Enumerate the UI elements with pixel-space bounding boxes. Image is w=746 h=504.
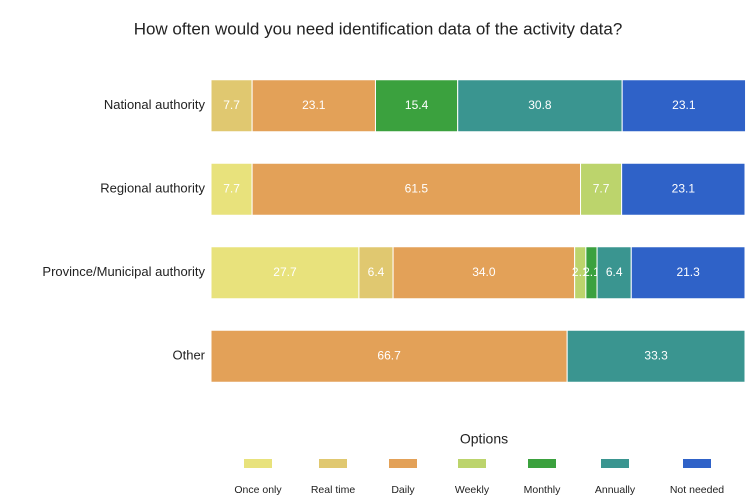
- chart-title: How often would you need identification …: [134, 19, 623, 38]
- legend-label: Not needed: [670, 484, 724, 496]
- data-label: 30.8: [528, 98, 552, 112]
- legend-label: Once only: [234, 484, 282, 496]
- legend-label: Annually: [595, 484, 636, 496]
- data-label: 6.4: [368, 265, 385, 279]
- data-label: 23.1: [672, 98, 696, 112]
- data-label: 27.7: [273, 265, 297, 279]
- data-label: 21.3: [676, 265, 700, 279]
- data-label: 66.7: [377, 348, 401, 362]
- data-label: 61.5: [405, 181, 429, 195]
- data-label: 7.7: [223, 181, 240, 195]
- data-label: 2.1: [583, 265, 600, 279]
- y-tick-label: Other: [172, 348, 205, 363]
- data-label: 33.3: [644, 348, 668, 362]
- data-label: 7.7: [223, 98, 240, 112]
- legend-label: Real time: [311, 484, 356, 496]
- bar-segment: [210, 79, 253, 133]
- legend-label: Weekly: [455, 484, 490, 496]
- data-label: 2.1: [572, 265, 589, 279]
- data-label: 23.1: [302, 98, 326, 112]
- bar-segment: [621, 162, 746, 216]
- bar-segment: [251, 162, 582, 216]
- legend-swatch: [389, 459, 417, 468]
- data-label: 7.7: [593, 181, 610, 195]
- bar-segment: [392, 246, 576, 300]
- legend-swatch: [528, 459, 556, 468]
- y-tick-label: National authority: [104, 97, 206, 112]
- data-label: 34.0: [472, 265, 496, 279]
- bar-segment: [596, 246, 632, 300]
- y-tick-label: Province/Municipal authority: [42, 264, 205, 279]
- legend-swatch: [244, 459, 272, 468]
- bar-segment: [210, 329, 568, 383]
- bar-segment: [210, 162, 253, 216]
- legend-label: Daily: [391, 484, 415, 496]
- legend-swatch: [683, 459, 711, 468]
- legend-swatch: [601, 459, 629, 468]
- bar-segment: [457, 79, 623, 133]
- bar-segment: [566, 329, 746, 383]
- bar-segment: [621, 79, 746, 133]
- legend-title: Options: [460, 431, 508, 447]
- legend-swatch: [319, 459, 347, 468]
- data-label: 6.4: [606, 265, 623, 279]
- data-label: 15.4: [405, 98, 429, 112]
- bar-segment: [630, 246, 746, 300]
- bar-segment: [374, 79, 459, 133]
- bar-segment: [251, 79, 376, 133]
- y-tick-label: Regional authority: [100, 181, 205, 196]
- data-label: 23.1: [672, 181, 696, 195]
- bar-segment: [580, 162, 623, 216]
- legend-label: Monthly: [524, 484, 562, 496]
- bar-segment: [210, 246, 360, 300]
- legend-swatch: [458, 459, 486, 468]
